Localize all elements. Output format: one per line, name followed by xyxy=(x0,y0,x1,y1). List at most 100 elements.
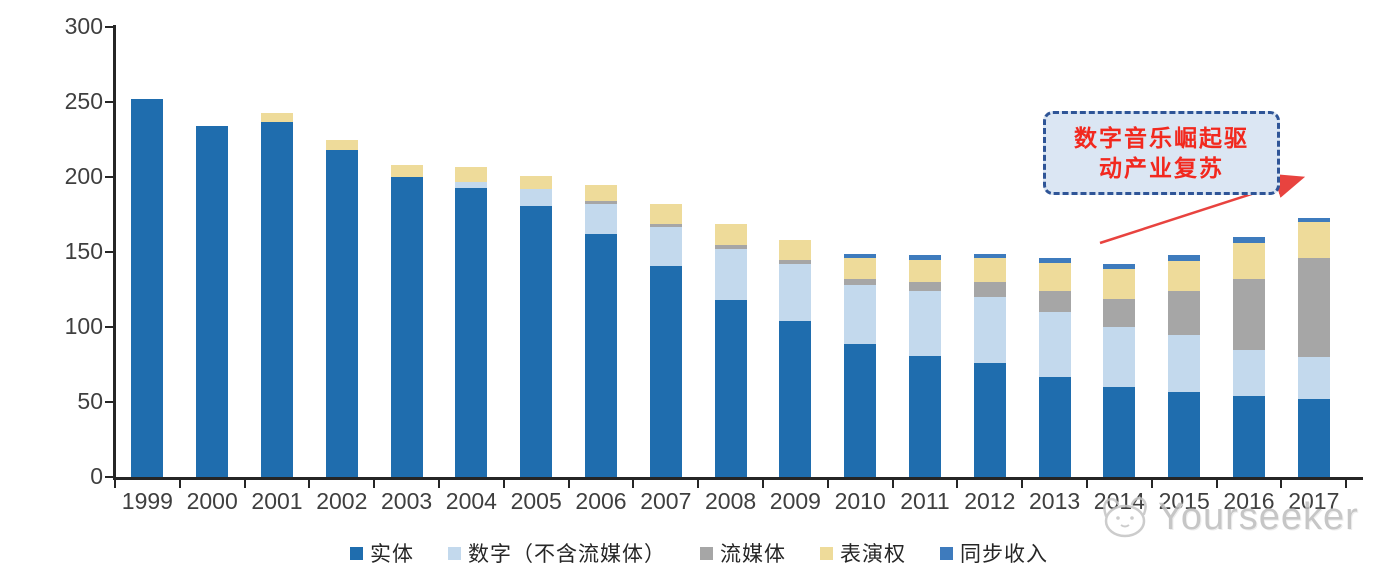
legend-item-performance: 表演权 xyxy=(820,538,906,568)
legend-swatch-streaming xyxy=(700,546,713,560)
bar-2014-digital xyxy=(1103,327,1136,387)
x-tick-label-2003: 2003 xyxy=(381,488,433,514)
bar-2013-performance xyxy=(1038,262,1071,291)
bar-2017-streaming xyxy=(1297,258,1330,357)
legend-item-digital: 数字（不含流媒体） xyxy=(448,538,666,568)
bar-2014-sync xyxy=(1103,264,1136,269)
annotation-text-line2: 动产业复苏 xyxy=(1099,155,1224,181)
bar-2003-performance xyxy=(390,165,423,177)
x-tick-label-2015: 2015 xyxy=(1158,488,1210,514)
bar-2006-streaming xyxy=(585,201,617,204)
legend-item-sync: 同步收入 xyxy=(940,538,1048,568)
legend-label-sync: 同步收入 xyxy=(960,543,1048,566)
legend-item-streaming: 流媒体 xyxy=(700,538,786,568)
x-tick-16 xyxy=(1150,480,1153,488)
bar-2009-performance xyxy=(779,240,812,260)
bar-2010-digital xyxy=(844,285,877,344)
x-tick-17 xyxy=(1215,480,1218,488)
bar-2014-physical xyxy=(1103,387,1136,477)
x-tick-0 xyxy=(114,480,116,488)
bar-2014-streaming xyxy=(1103,298,1136,327)
x-tick-15 xyxy=(1086,480,1088,488)
y-tick-label-300: 300 xyxy=(64,13,103,39)
x-tick-1 xyxy=(178,480,181,488)
bar-2008-streaming xyxy=(714,244,747,249)
bar-2013-sync xyxy=(1038,258,1071,263)
x-tick-label-2013: 2013 xyxy=(1029,488,1081,514)
bar-2009-digital xyxy=(779,264,812,321)
bar-2009-streaming xyxy=(779,259,812,264)
legend-swatch-digital xyxy=(448,546,461,560)
bar-2002-performance xyxy=(325,139,358,150)
x-axis-line xyxy=(113,477,1363,480)
x-tick-label-2008: 2008 xyxy=(705,488,757,514)
y-tick-300 xyxy=(105,26,114,28)
x-tick-4 xyxy=(373,480,376,488)
bar-2007-streaming xyxy=(649,223,682,227)
annotation-text-line1: 数字音乐崛起驱 xyxy=(1074,125,1249,151)
x-tick-18 xyxy=(1280,480,1283,488)
bar-2014-performance xyxy=(1103,268,1136,299)
bar-2004-physical xyxy=(455,187,488,477)
y-tick-50 xyxy=(105,401,114,403)
x-tick-3 xyxy=(308,480,311,488)
x-tick-label-2010: 2010 xyxy=(834,488,886,514)
x-tick-label-2006: 2006 xyxy=(575,488,627,514)
bar-2001-performance xyxy=(261,112,293,122)
x-tick-10 xyxy=(762,480,764,488)
legend-label-physical: 实体 xyxy=(370,543,414,566)
bar-2013-digital xyxy=(1038,312,1071,377)
bar-2017-sync xyxy=(1297,217,1330,222)
bar-2005-performance xyxy=(520,175,553,189)
y-tick-label-50: 50 xyxy=(77,388,103,414)
bar-2016-performance xyxy=(1233,243,1265,279)
x-tick-label-2007: 2007 xyxy=(640,488,692,514)
bar-2005-physical xyxy=(520,205,553,477)
y-tick-200 xyxy=(105,176,114,178)
bar-2012-physical xyxy=(973,363,1006,477)
y-tick-100 xyxy=(105,326,114,328)
bar-2005-digital xyxy=(520,189,553,206)
x-tick-7 xyxy=(567,480,570,488)
bar-2015-physical xyxy=(1168,391,1201,477)
bar-2003-physical xyxy=(390,177,423,477)
chart-legend: 实体 数字（不含流媒体） 流媒体 表演权 同步收入 xyxy=(0,538,1398,568)
bar-2002-physical xyxy=(325,150,358,477)
bar-2006-physical xyxy=(585,234,617,477)
bar-2000-physical xyxy=(196,126,229,477)
y-tick-label-0: 0 xyxy=(90,463,103,489)
bar-2015-sync xyxy=(1168,255,1201,261)
bar-2011-sync xyxy=(909,255,941,260)
watermark-brand-text: Yourseeker xyxy=(1158,495,1359,538)
bar-2008-physical xyxy=(714,300,747,477)
bar-2007-digital xyxy=(649,226,682,266)
x-tick-label-2002: 2002 xyxy=(316,488,368,514)
x-tick-5 xyxy=(438,480,440,488)
y-tick-label-150: 150 xyxy=(64,238,103,264)
legend-label-performance: 表演权 xyxy=(840,543,906,566)
legend-swatch-sync xyxy=(940,546,953,560)
bar-2017-performance xyxy=(1297,222,1330,258)
bar-2016-digital xyxy=(1233,349,1265,396)
x-tick-label-2011: 2011 xyxy=(900,488,950,514)
y-tick-label-200: 200 xyxy=(64,163,103,189)
x-tick-12 xyxy=(891,480,894,488)
bar-2008-performance xyxy=(714,223,747,245)
x-tick-9 xyxy=(697,480,700,488)
bar-2013-physical xyxy=(1038,376,1071,477)
bar-2010-performance xyxy=(844,258,877,279)
x-tick-label-2016: 2016 xyxy=(1223,488,1275,514)
bar-2011-performance xyxy=(909,259,941,282)
bar-2016-streaming xyxy=(1233,279,1265,350)
legend-label-digital: 数字（不含流媒体） xyxy=(468,543,666,566)
legend-swatch-performance xyxy=(820,546,833,560)
bar-2004-performance xyxy=(455,166,488,182)
bar-2001-physical xyxy=(261,121,293,477)
bar-2012-streaming xyxy=(973,282,1006,297)
bar-2012-performance xyxy=(973,258,1006,282)
bar-2011-streaming xyxy=(909,282,941,291)
bar-2011-physical xyxy=(909,355,941,477)
bar-2012-sync xyxy=(973,253,1006,258)
x-tick-label-2009: 2009 xyxy=(769,488,821,514)
